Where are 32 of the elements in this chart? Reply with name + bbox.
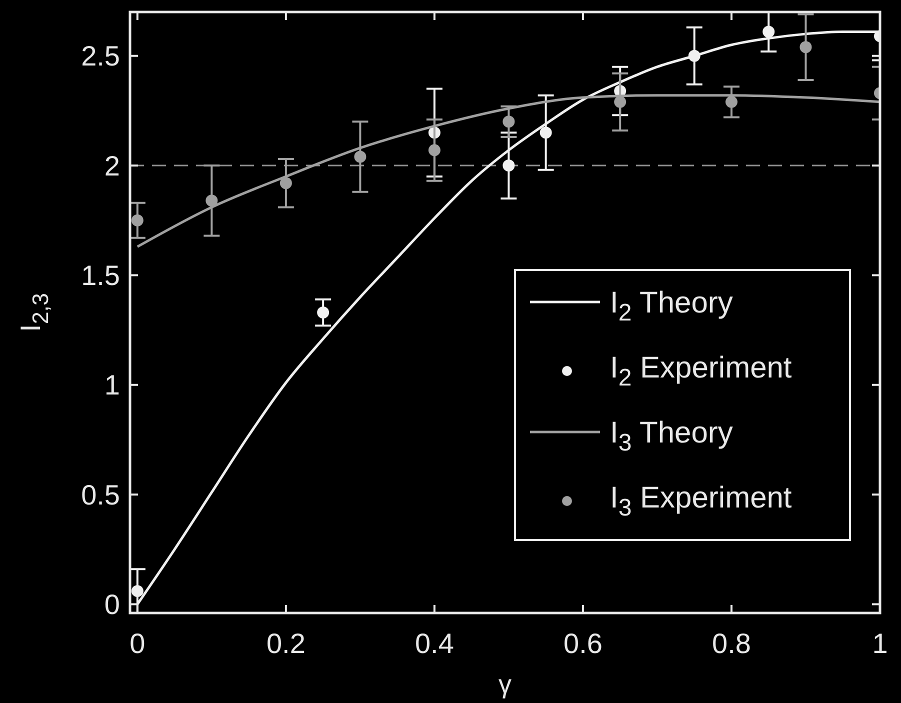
x-tick-label: 0.4 [414,628,454,659]
x-axis-title: γ [498,669,512,699]
point [317,306,330,318]
point [502,116,515,128]
x-tick-label: 0.6 [564,628,602,659]
point [762,26,775,38]
point [688,50,700,62]
point [354,150,366,163]
point [131,585,144,598]
point [540,126,552,139]
x-tick-label: 0 [130,628,146,659]
point [428,144,440,156]
legend-label: I$_{2}$ Experiment [610,352,792,392]
y-tick-label: 2.5 [81,40,120,72]
legend-label: I$_{3}$ Experiment [610,482,792,522]
point [206,194,218,207]
y-tick-label: 1.5 [81,260,120,292]
point [131,214,144,226]
point [614,96,626,108]
y-tick-label: 0 [104,589,120,620]
legend-label: I$_{3}$ Theory [610,416,733,457]
x-tick-label: 0.2 [266,628,306,659]
x-tick-label: 0.8 [712,628,751,659]
y-tick-label: 1 [104,370,120,401]
point [502,160,515,172]
point [280,177,292,190]
y-tick-label: 0.5 [81,479,120,510]
point [725,96,738,108]
x-tick-label: 1 [872,628,888,659]
point [800,41,812,54]
y-tick-label: 2 [104,150,120,182]
legend-label: I$_{2}$ Theory [610,286,733,327]
